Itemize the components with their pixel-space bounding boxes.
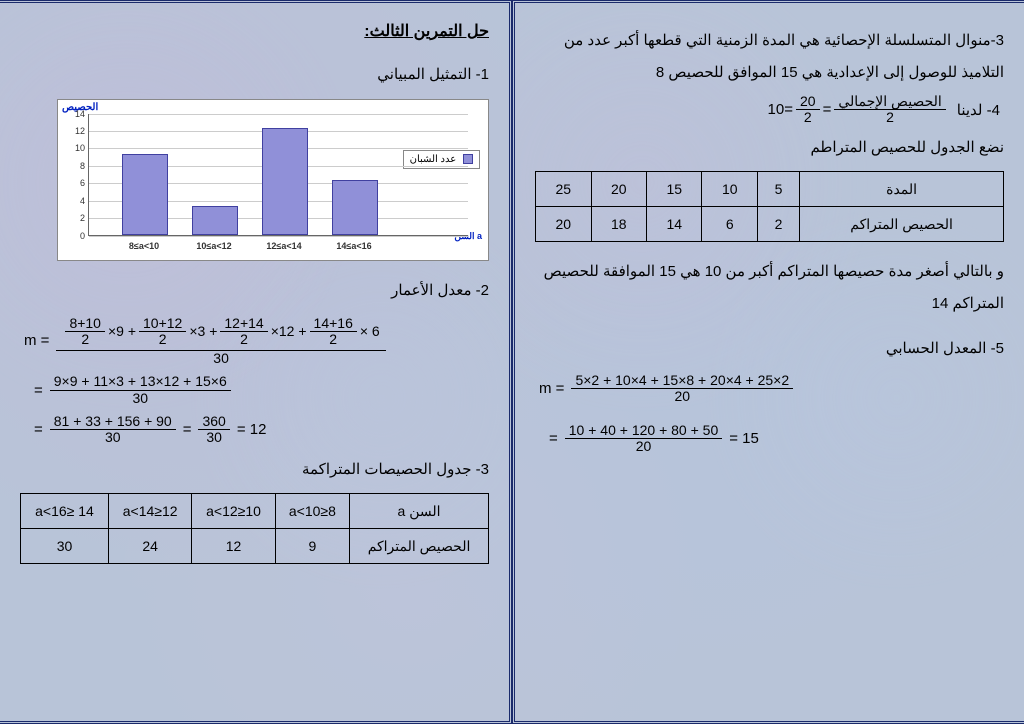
line4-prefix: 4- لدينا (957, 101, 1000, 119)
eq4-result: 10 (768, 101, 785, 118)
cumul-intro: نضع الجدول للحصيص المتراطم (535, 132, 1004, 164)
line2: 2- معدل الأعمار (20, 275, 489, 307)
bar-chart: الحصيص السن a عدد الشبان 024681012148≤a<… (57, 99, 489, 261)
t1-rowlabel: الحصيص المتراكم (800, 207, 1004, 242)
y-tick: 8 (67, 161, 85, 171)
t2-rowlabel: الحصيص المتراكم (350, 529, 489, 564)
table-row: الحصيص المتراكم 9 12 24 30 (21, 529, 489, 564)
eq5b: = 10 + 40 + 120 + 80 + 50 20 = 15 (535, 423, 1004, 455)
t2-header: السن a (350, 494, 489, 529)
eq4-frac1: 20 2 (796, 94, 820, 126)
y-tick: 14 (67, 109, 85, 119)
eq4-frac2: الحصيص الإجمالي 2 (834, 94, 945, 126)
table-row: المدة 5 10 15 20 25 (536, 172, 1004, 207)
line1: 1- التمثيل المبياني (20, 59, 489, 91)
x-tick: 10≤a<12 (184, 241, 244, 251)
chart-bar (332, 180, 378, 234)
y-tick: 12 (67, 126, 85, 136)
table-cumulative-1: المدة 5 10 15 20 25 الحصيص المتراكم 2 6 … (535, 171, 1004, 242)
eq-m-main: m = 8+102 ×9 + 10+122 ×3 + 12+142 ×12 + … (20, 314, 489, 366)
eq-m3: = 81 + 33 + 156 + 90 30 = 360 30 = 12 (20, 414, 489, 446)
x-tick: 14≤a<16 (324, 241, 384, 251)
page-left: حل التمرين الثالث: 1- التمثيل المبياني ا… (0, 0, 512, 724)
mode-text: 3-منوال المتسلسلة الإحصائية هي المدة الز… (535, 25, 1004, 88)
y-tick: 2 (67, 213, 85, 223)
median-text: و بالتالي أصغر مدة حصيصها المتراكم أكبر … (535, 256, 1004, 319)
table-row: السن a 8≤a<10 10≤a<12 12≤a<14 14 ≤a<16 (21, 494, 489, 529)
eq-line4: 4- لدينا 10 = 20 2 = الحصيص الإجمالي 2 (535, 94, 1004, 126)
x-tick: 8≤a<10 (114, 241, 174, 251)
line3: 3- جدول الحصيصات المتراكمة (20, 454, 489, 486)
gridline (89, 236, 468, 237)
gridline (89, 114, 468, 115)
y-tick: 6 (67, 178, 85, 188)
y-tick: 10 (67, 143, 85, 153)
page-right: 3-منوال المتسلسلة الإحصائية هي المدة الز… (512, 0, 1024, 724)
chart-plot-area: 024681012148≤a<1010≤a<1212≤a<1414≤a<16 (88, 114, 468, 236)
table-cumulative-2: السن a 8≤a<10 10≤a<12 12≤a<14 14 ≤a<16 ا… (20, 493, 489, 564)
chart-bar (192, 206, 238, 234)
t1-header: المدة (800, 172, 1004, 207)
chart-bar (262, 128, 308, 235)
exercise-title: حل التمرين الثالث: (20, 21, 489, 41)
eq5a: m = 5×2 + 10×4 + 15×8 + 20×4 + 25×2 20 (535, 373, 1004, 405)
y-tick: 0 (67, 231, 85, 241)
eq-m2: = 9×9 + 11×3 + 13×12 + 15×6 30 (20, 374, 489, 406)
line5: 5- المعدل الحسابي (535, 333, 1004, 365)
table-row: الحصيص المتراكم 2 6 14 18 20 (536, 207, 1004, 242)
x-tick: 12≤a<14 (254, 241, 314, 251)
chart-bar (122, 154, 168, 234)
y-tick: 4 (67, 196, 85, 206)
